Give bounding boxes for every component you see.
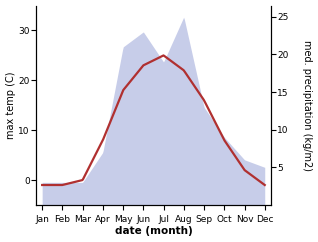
- Y-axis label: med. precipitation (kg/m2): med. precipitation (kg/m2): [302, 40, 313, 171]
- Y-axis label: max temp (C): max temp (C): [5, 71, 16, 139]
- X-axis label: date (month): date (month): [114, 227, 192, 236]
